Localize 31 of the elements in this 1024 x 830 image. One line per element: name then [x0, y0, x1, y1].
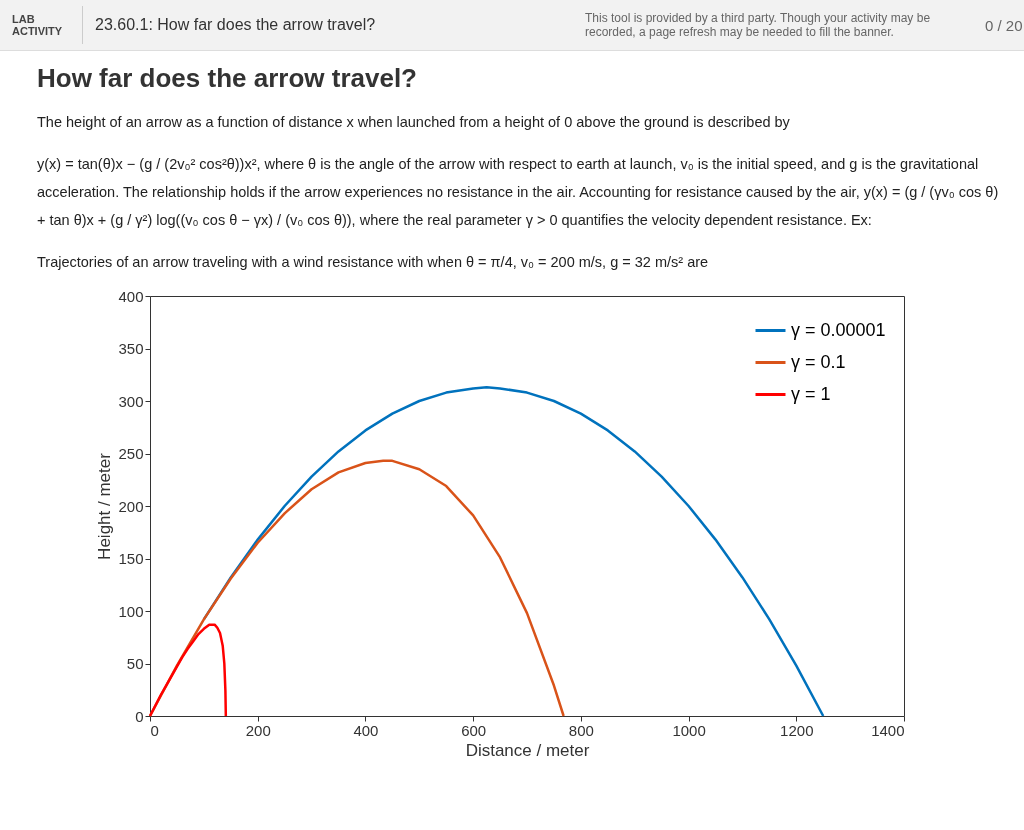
- text: LAB ACTIVITY: [11, 13, 64, 37]
- chart-title: How far does the arrow travel?: [37, 63, 418, 94]
- x-tick-label: 1200: [780, 721, 814, 739]
- y-tick-label: 400: [118, 287, 144, 305]
- legend-label: γ = 1: [791, 383, 831, 404]
- x-tick-label: 800: [568, 721, 594, 739]
- x-tick-label: 0: [150, 721, 159, 739]
- x-tick-label: 400: [353, 721, 379, 739]
- line-series: [148, 623, 228, 718]
- y-tick-label: 150: [118, 550, 144, 567]
- text: Trajectories of an arrow traveling with a wind resistance with when θ = π/4, v₀ = 200 m/s, g = 32 m/s² are: [37, 253, 710, 272]
- legend-label: γ = 0.1: [791, 351, 846, 372]
- x-tick-label: 200: [245, 721, 271, 739]
- legend-label: γ = 0.00001: [791, 319, 886, 340]
- y-tick-label: 50: [126, 655, 144, 672]
- text: This tool is provided by a third party. Though your activity may be recorded, a page refresh may be needed to fill the banner.: [584, 11, 932, 39]
- text: 0 / 20: [984, 16, 1023, 34]
- x-tick-label: 600: [461, 721, 487, 739]
- x-axis-title: Distance / meter: [465, 740, 590, 760]
- x-tick-label: 1000: [672, 721, 706, 739]
- y-tick-label: 100: [118, 602, 144, 620]
- text: y(x) = tan(θ)x − (g / (2v₀² cos²θ))x², where θ is the angle of the arrow with respect to earth at launch, v₀ is the initial speed, and g is the gravitational acceleration. The relationship holds if the arrow experiences no resistance in the air. Accounting for resistance caused by the air, y(x) = (g / (γv₀ cos θ) + tan θ)x + (g / γ²) log((v₀ cos θ − γx) / (v₀ cos θ)), where the real parameter γ > 0 quantifies the velocity dependent resistance. Ex:: [37, 155, 1000, 230]
- x-tick-label: 1400: [871, 721, 905, 739]
- y-tick-label: 300: [118, 392, 144, 410]
- y-tick-label: 0: [135, 707, 144, 725]
- text: 23.60.1: How far does the arrow travel?: [82, 6, 565, 44]
- y-tick-label: 200: [118, 497, 144, 515]
- y-axis-title: Height / meter: [95, 452, 115, 560]
- y-tick-label: 350: [118, 340, 144, 357]
- y-tick-label: 250: [118, 445, 144, 462]
- text: The height of an arrow as a function of distance x when launched from a height of 0 above the ground is described by: [37, 113, 791, 132]
